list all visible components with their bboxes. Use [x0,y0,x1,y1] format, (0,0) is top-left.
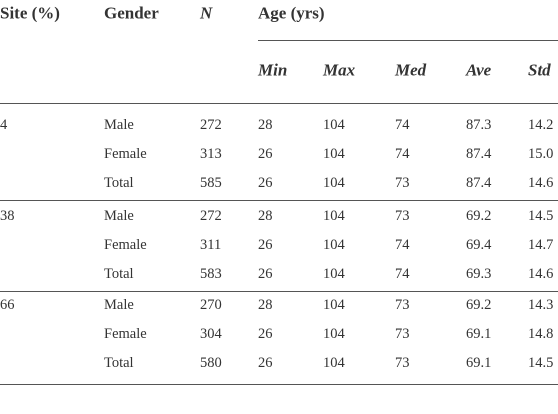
data-cell: 272 [200,207,222,224]
data-cell: 28 [258,207,273,224]
data-cell: 104 [323,116,345,133]
data-cell: Female [104,145,147,162]
data-cell: 304 [200,325,222,342]
header-cell: Site (%) [0,3,60,23]
data-cell: 87.4 [466,145,492,162]
data-cell: 69.2 [466,207,492,224]
data-cell: 26 [258,265,273,282]
data-cell: 104 [323,145,345,162]
data-cell: Female [104,325,147,342]
data-cell: Female [104,236,147,253]
data-cell: 74 [395,145,410,162]
data-cell: Male [104,296,134,313]
data-cell: 104 [323,296,345,313]
data-cell: 87.4 [466,174,492,191]
data-cell: 14.3 [528,296,554,313]
data-cell: 104 [323,174,345,191]
subheader-cell: Med [395,60,427,80]
data-cell: 73 [395,354,410,371]
data-cell: 585 [200,174,222,191]
site-cell: 38 [0,207,15,224]
data-cell: 69.3 [466,265,492,282]
data-cell: 69.1 [466,354,492,371]
data-cell: Total [104,354,134,371]
data-cell: 14.5 [528,354,554,371]
rule [0,103,558,104]
data-cell: 15.0 [528,145,554,162]
rule [258,40,558,41]
data-cell: 14.5 [528,207,554,224]
header-cell: Gender [104,3,159,23]
data-cell: 26 [258,145,273,162]
data-cell: 14.8 [528,325,554,342]
data-cell: Total [104,174,134,191]
data-cell: 313 [200,145,222,162]
subheader-cell: Std [528,60,551,80]
rule [0,200,558,201]
rule [0,384,558,385]
data-cell: Male [104,116,134,133]
data-cell: 104 [323,265,345,282]
data-cell: 28 [258,296,273,313]
data-cell: 311 [200,236,222,253]
data-cell: 14.6 [528,174,554,191]
data-cell: Total [104,265,134,282]
data-cell: 73 [395,174,410,191]
header-cell: N [200,3,213,23]
subheader-cell: Min [258,60,288,80]
data-cell: 272 [200,116,222,133]
data-cell: 87.3 [466,116,492,133]
data-cell: 270 [200,296,222,313]
data-cell: 74 [395,116,410,133]
data-cell: 73 [395,296,410,313]
data-cell: 104 [323,325,345,342]
data-cell: 73 [395,207,410,224]
subheader-cell: Ave [466,60,492,80]
data-cell: 69.2 [466,296,492,313]
header-cell: Age (yrs) [258,3,325,23]
data-cell: 69.1 [466,325,492,342]
data-cell: 74 [395,265,410,282]
data-cell: 26 [258,236,273,253]
data-cell: 26 [258,325,273,342]
data-cell: 26 [258,174,273,191]
data-cell: 69.4 [466,236,492,253]
subheader-cell: Max [323,60,356,80]
data-cell: 104 [323,354,345,371]
data-cell: 14.7 [528,236,554,253]
data-cell: Male [104,207,134,224]
site-cell: 66 [0,296,15,313]
data-cell: 104 [323,236,345,253]
rule [0,291,558,292]
data-cell: 73 [395,325,410,342]
data-cell: 583 [200,265,222,282]
data-cell: 580 [200,354,222,371]
data-cell: 28 [258,116,273,133]
data-cell: 26 [258,354,273,371]
data-cell: 104 [323,207,345,224]
data-cell: 14.6 [528,265,554,282]
site-cell: 4 [0,116,8,133]
data-cell: 14.2 [528,116,554,133]
data-cell: 74 [395,236,410,253]
